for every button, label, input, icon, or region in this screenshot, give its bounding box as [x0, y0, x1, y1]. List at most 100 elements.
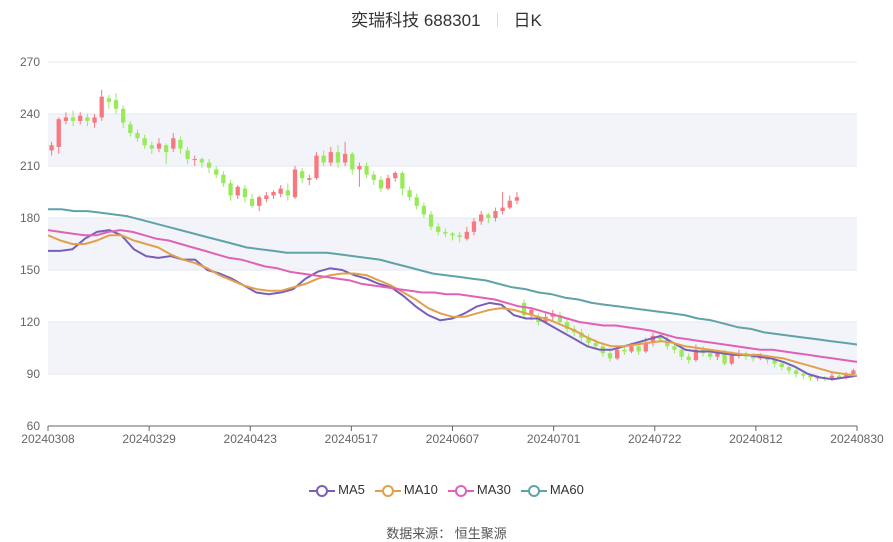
candle-body [242, 188, 248, 198]
grid-band [48, 218, 857, 270]
legend-label: MA30 [476, 482, 511, 497]
x-tick-label: 20240423 [224, 432, 278, 446]
legend-item-ma10[interactable]: MA10 [374, 482, 438, 498]
legend-label: MA10 [403, 482, 438, 497]
candle-body [63, 117, 69, 121]
candle-body [844, 374, 849, 378]
candle-body [235, 186, 240, 196]
x-axis: 20240308 20240329 20240423 20240517 20240607… [21, 425, 884, 446]
candle-body [357, 166, 362, 170]
legend-item-ma5[interactable]: MA5 [309, 482, 365, 498]
candle-body [328, 152, 333, 163]
candle-body [636, 346, 641, 352]
legend-marker-icon [309, 485, 336, 497]
candle-body [629, 346, 634, 352]
legend-label: MA60 [549, 482, 584, 497]
x-tick-label: 20240722 [628, 432, 682, 446]
candle-body [85, 117, 90, 121]
candle-body [586, 337, 591, 343]
candle-body [829, 375, 835, 380]
candle-body [493, 211, 498, 218]
candle-body [214, 169, 219, 175]
candle-body [292, 169, 298, 198]
legend-marker-icon [520, 485, 547, 497]
candle-body [514, 197, 520, 201]
data-source: 数据来源： 恒生聚源 [386, 526, 507, 541]
candle-body [607, 353, 613, 359]
legend-label: MA5 [338, 482, 365, 497]
candle-body [507, 200, 512, 208]
candle-body [271, 192, 276, 196]
candle-body [593, 342, 598, 347]
grid-band [48, 322, 857, 374]
x-tick-label: 20240830 [830, 432, 884, 446]
period-label: 日K [513, 11, 542, 30]
candle-body [342, 153, 348, 163]
candle-body [708, 353, 713, 357]
candle-body [149, 145, 154, 149]
candle-body [808, 375, 813, 378]
legend-item-ma30[interactable]: MA30 [447, 482, 511, 498]
y-tick-label: 210 [20, 159, 40, 173]
candle-body [679, 349, 684, 357]
candle-body [851, 370, 856, 374]
candle-body [450, 233, 455, 236]
candle-body [99, 96, 104, 118]
candle-body [199, 159, 205, 163]
candle-body [128, 124, 133, 134]
candle-body [335, 152, 341, 163]
candle-body [113, 100, 119, 109]
candle-body [400, 172, 405, 189]
candle-body [393, 172, 398, 179]
candle-body [371, 174, 376, 180]
candle-body [142, 138, 147, 146]
candle-body [414, 197, 419, 206]
candle-body [249, 198, 255, 206]
background-bands [48, 114, 857, 374]
candle-body [285, 190, 290, 196]
y-tick-label: 180 [20, 211, 40, 225]
legend-marker-icon [374, 485, 401, 497]
candle-body [815, 377, 820, 379]
candle-body [378, 179, 384, 189]
candle-body [49, 145, 54, 151]
candle-body [92, 117, 97, 123]
candle-body [350, 153, 355, 170]
grid-band [48, 114, 857, 166]
candle-body [385, 178, 391, 189]
candle-body [121, 108, 126, 123]
candle-body [486, 214, 491, 218]
candle-body [106, 98, 112, 102]
candle-body [257, 197, 262, 206]
candle-body [564, 322, 570, 329]
candle-body [321, 155, 326, 163]
legend-item-ma60[interactable]: MA60 [520, 482, 584, 498]
candle-body [78, 115, 83, 121]
legend: MA5 MA10 MA30 MA60 [0, 482, 893, 498]
candle-body [615, 349, 620, 359]
candle-body [686, 356, 691, 361]
y-tick-label: 60 [27, 419, 41, 433]
candle-body [478, 214, 484, 222]
chart-title: 奕瑞科技 688301 日K [0, 6, 893, 31]
candle-body [221, 174, 226, 184]
candle-body [185, 150, 190, 160]
candle-body [650, 335, 656, 343]
candle-body [793, 370, 799, 374]
candle-body [643, 342, 648, 352]
x-tick-label: 20240701 [527, 432, 581, 446]
y-tick-label: 240 [20, 107, 40, 121]
candle-body [163, 145, 169, 153]
candle-body [443, 231, 448, 234]
candle-body [715, 353, 720, 357]
ma-line-ma30 [47, 229, 858, 363]
candle-body [464, 231, 469, 239]
x-tick-label: 20240517 [325, 432, 379, 446]
candle-body [500, 207, 505, 212]
y-tick-label: 270 [20, 55, 40, 69]
candle-body [471, 221, 477, 232]
candle-body [171, 138, 176, 149]
x-tick-label: 20240607 [426, 432, 480, 446]
legend-marker-icon [447, 485, 474, 497]
candle-body [156, 143, 162, 149]
